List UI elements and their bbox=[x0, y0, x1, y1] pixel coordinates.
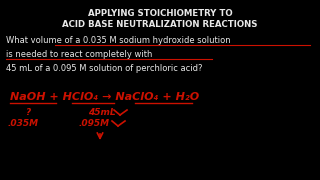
Text: is needed to react completely with: is needed to react completely with bbox=[6, 50, 152, 59]
Text: NaOH + HClO₄ → NaClO₄ + H₂O: NaOH + HClO₄ → NaClO₄ + H₂O bbox=[10, 92, 199, 102]
Text: 45 mL of a 0.095 M solution of perchloric acid?: 45 mL of a 0.095 M solution of perchlori… bbox=[6, 64, 203, 73]
Text: ACID BASE NEUTRALIZATION REACTIONS: ACID BASE NEUTRALIZATION REACTIONS bbox=[62, 20, 258, 29]
Text: .035M: .035M bbox=[8, 119, 39, 128]
Text: 45mL: 45mL bbox=[88, 108, 116, 117]
Text: ?: ? bbox=[25, 108, 31, 117]
Text: APPLYING STOICHIOMETRY TO: APPLYING STOICHIOMETRY TO bbox=[88, 9, 232, 18]
Text: What volume of a 0.035 M sodium hydroxide solution: What volume of a 0.035 M sodium hydroxid… bbox=[6, 36, 231, 45]
Text: .095M: .095M bbox=[79, 119, 110, 128]
